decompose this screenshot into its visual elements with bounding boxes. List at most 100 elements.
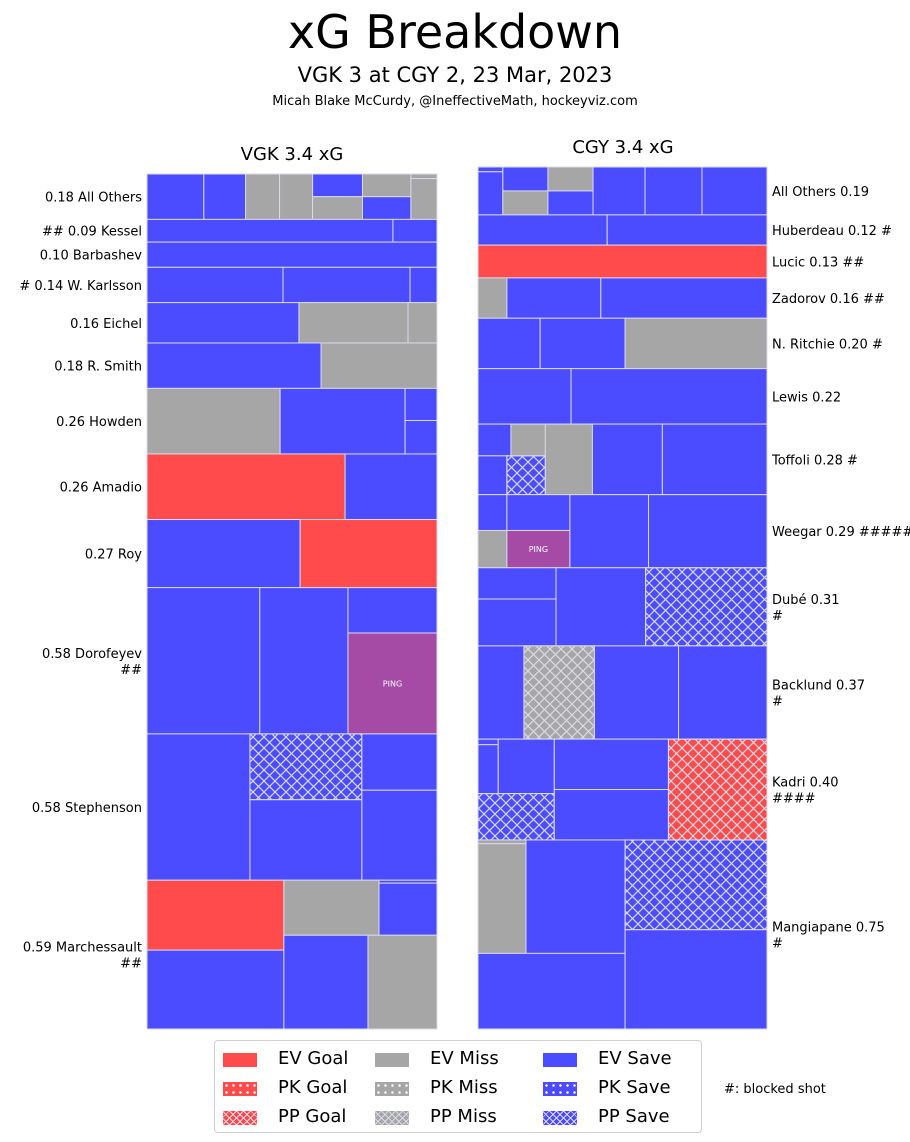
player-row-label: ## 0.09 Kessel	[42, 225, 142, 240]
cgy-shot-tile-save-ev	[555, 567, 647, 647]
player-row-label: Toffoli 0.28 #	[771, 453, 858, 468]
cgy-shot-tile-save-ev	[477, 567, 557, 600]
vgk-shot-tile-save-ev	[361, 789, 438, 881]
player-row-label: # 0.14 W. Karlsson	[19, 279, 142, 294]
legend-label: PP Miss	[430, 1106, 497, 1127]
player-row-label: Kadri 0.40	[772, 776, 839, 791]
player-row-label: 0.59 Marchessault	[23, 941, 142, 956]
blocked-shot-marks: ##	[120, 957, 142, 972]
vgk-shot-tile-save-ev	[146, 266, 284, 304]
hatch-overlay-pp	[523, 645, 595, 740]
player-row-label: All Others 0.19	[772, 185, 869, 200]
cgy-shot-tile-save-ev	[506, 494, 571, 531]
vgk-shot-tile-save-ev	[312, 173, 363, 198]
cgy-shot-tile-miss-ev	[502, 190, 549, 216]
cgy-shot-tile-save-ev	[477, 952, 626, 1030]
vgk-shot-tile-save-ev	[404, 387, 438, 422]
vgk-shot-tile-save-ev	[146, 342, 322, 389]
vgk-shot-tile-save-ev	[146, 733, 251, 881]
vgk-shot-tile-miss-ev	[279, 173, 314, 220]
game-subtitle: VGK 3 at CGY 2, 23 Mar, 2023	[297, 63, 613, 87]
vgk-shot-tile-save-ev	[146, 218, 394, 243]
legend-swatch-pp-goal	[223, 1111, 257, 1125]
cgy-shot-tile-save-ev	[553, 738, 669, 791]
cgy-shot-tile-goal-ev	[477, 244, 768, 279]
vgk-shot-tile-save-ev	[347, 587, 438, 634]
blocked-shot-note: #: blocked shot	[724, 1082, 826, 1097]
vgk-shot-tile-save-ev	[146, 302, 300, 344]
vgk-shot-tile-save-ev	[146, 519, 301, 589]
cgy-shot-tile-save-ev	[678, 645, 768, 740]
cgy-shot-tile-miss-ev	[477, 839, 527, 845]
player-row-label: Huberdeau 0.12 #	[772, 224, 892, 239]
penalty-type-label: PING	[529, 545, 548, 554]
player-row-label: Backlund 0.37	[772, 679, 865, 694]
cgy-shot-tile-save-ev	[553, 789, 669, 841]
cgy-shot-tile-save-ev	[477, 317, 541, 370]
cgy-shot-tile-save-ev	[477, 738, 499, 746]
legend-swatch-ev-goal	[223, 1053, 257, 1067]
cgy-shot-tile-save-ev	[539, 317, 626, 370]
hatch-overlay-pp	[624, 839, 768, 931]
player-row-label: 0.10 Barbashev	[40, 249, 143, 264]
vgk-shot-tile-save-ev	[392, 218, 438, 243]
vgk-shot-tile-save-ev	[409, 266, 438, 304]
legend-swatch-pp-miss	[375, 1111, 409, 1125]
vgk-panel-title: VGK 3.4 xG	[240, 144, 344, 165]
cgy-shot-tile-save-ev	[591, 423, 663, 496]
cgy-shot-tile-miss-ev	[624, 317, 768, 370]
cgy-shot-tile-save-ev	[644, 166, 703, 216]
cgy-shot-tile-save-ev	[592, 166, 646, 216]
vgk-shot-tile-save-ev	[249, 799, 363, 881]
legend-label: EV Goal	[278, 1048, 349, 1069]
vgk-shot-tile-goal-ev	[146, 453, 346, 521]
cgy-shot-tile-save-ev	[606, 214, 768, 246]
vgk-shot-tile-miss-ev	[320, 342, 438, 389]
legend-label: EV Save	[598, 1048, 672, 1069]
vgk-shot-tile-save-ev	[146, 949, 285, 1030]
cgy-shot-tile-save-ev	[648, 494, 768, 569]
player-row-label: 0.26 Amadio	[60, 481, 142, 496]
vgk-shot-tile-miss-ev	[367, 934, 438, 1030]
cgy-shot-tile-save-ev	[569, 494, 650, 569]
cgy-shot-tile-miss-ev	[477, 277, 508, 319]
vgk-shot-tile-goal-ev	[146, 879, 285, 951]
player-row-label: 0.27 Roy	[85, 548, 142, 563]
cgy-shot-tile-miss-ev	[477, 843, 527, 954]
cgy-shot-tile-save-ev	[477, 171, 504, 216]
vgk-shot-tile-save-ev	[146, 587, 261, 735]
vgk-shot-tile-save-ev	[146, 173, 205, 220]
player-row-label: Lucic 0.13 ##	[772, 256, 864, 271]
cgy-shot-tile-save-ev	[477, 744, 499, 795]
player-row-label: N. Ritchie 0.20 #	[772, 337, 883, 352]
hatch-overlay-pp	[477, 793, 555, 841]
player-row-label: 0.16 Eichel	[70, 317, 142, 332]
legend-label: PK Goal	[278, 1077, 348, 1098]
legend-label: PK Miss	[430, 1077, 498, 1098]
cgy-shot-tile-save-ev	[570, 368, 768, 425]
vgk-shot-tile-miss-ev	[361, 173, 412, 198]
player-row-label: 0.26 Howden	[56, 415, 142, 430]
vgk-shot-tile-save-ev	[378, 882, 438, 936]
player-row-label: Lewis 0.22	[772, 390, 841, 405]
player-row-label: Zadorov 0.16 ##	[772, 292, 885, 307]
legend-label: EV Miss	[430, 1048, 499, 1069]
cgy-shot-tile-save-ev	[701, 166, 768, 216]
player-row-label: 0.18 All Others	[45, 191, 142, 206]
vgk-shot-tile-save-ev	[282, 266, 411, 304]
cgy-treemap: All Others 0.19 Huberdeau 0.12 # Lucic 0.1…	[477, 166, 910, 1030]
vgk-shot-tile-miss-ev	[283, 879, 380, 936]
player-row-label: Dubé 0.31	[772, 593, 840, 608]
vgk-shot-tile-save-ev	[361, 733, 438, 791]
cgy-shot-tile-miss-ev	[477, 529, 508, 569]
vgk-shot-tile-miss-ev	[407, 302, 438, 344]
cgy-shot-tile-penalty-ev	[506, 529, 571, 569]
vgk-shot-tile-goal-ev	[299, 519, 438, 589]
vgk-shot-tile-miss-ev	[312, 196, 363, 220]
vgk-shot-tile-save-ev	[344, 453, 438, 521]
cgy-shot-tile-save-ev	[477, 214, 608, 246]
cgy-shot-tile-save-ev	[502, 166, 549, 192]
vgk-shot-tile-save-ev	[283, 934, 369, 1030]
cgy-shot-tile-save-ev	[477, 455, 508, 496]
